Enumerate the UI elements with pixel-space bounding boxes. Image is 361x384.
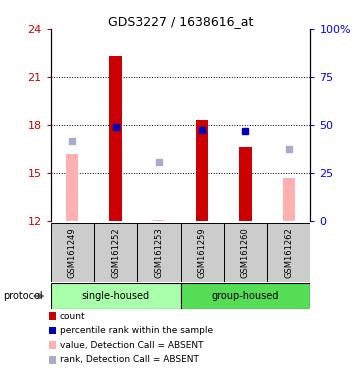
Text: count: count [60,311,85,321]
FancyBboxPatch shape [51,223,94,282]
Text: GSM161259: GSM161259 [198,227,206,278]
Text: protocol: protocol [4,291,43,301]
Text: GSM161252: GSM161252 [111,227,120,278]
Text: group-housed: group-housed [212,291,279,301]
Bar [239,147,252,221]
Text: GSM161253: GSM161253 [155,227,163,278]
Text: GSM161262: GSM161262 [284,227,293,278]
Bar [196,120,208,221]
Text: percentile rank within the sample: percentile rank within the sample [60,326,213,335]
FancyBboxPatch shape [51,283,180,309]
Text: single-housed: single-housed [82,291,149,301]
Text: rank, Detection Call = ABSENT: rank, Detection Call = ABSENT [60,355,199,364]
Bar [66,154,78,221]
Title: GDS3227 / 1638616_at: GDS3227 / 1638616_at [108,15,253,28]
Text: GSM161260: GSM161260 [241,227,250,278]
Bar [109,56,122,221]
Bar [153,220,165,221]
FancyBboxPatch shape [94,223,137,282]
FancyBboxPatch shape [267,223,310,282]
Text: GSM161249: GSM161249 [68,227,77,278]
FancyBboxPatch shape [224,223,267,282]
Text: value, Detection Call = ABSENT: value, Detection Call = ABSENT [60,341,203,350]
FancyBboxPatch shape [137,223,180,282]
FancyBboxPatch shape [180,223,224,282]
FancyBboxPatch shape [180,283,310,309]
Bar [283,178,295,221]
